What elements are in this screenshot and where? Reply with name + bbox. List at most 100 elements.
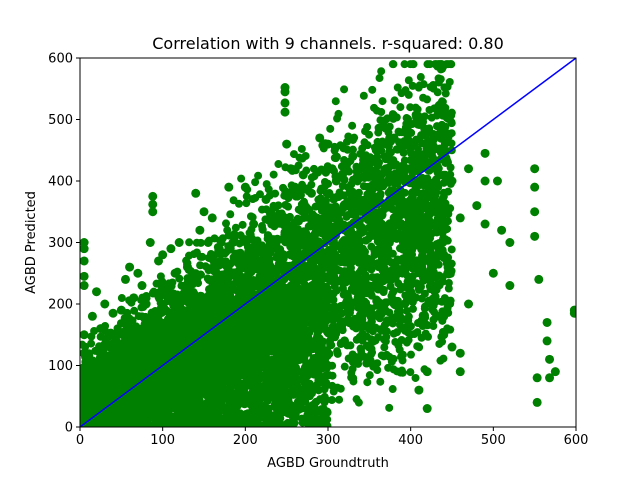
cloud-point: [247, 262, 256, 271]
cloud-point: [275, 235, 284, 244]
cloud-point: [433, 88, 442, 97]
cloud-point: [238, 220, 247, 229]
cloud-point: [332, 286, 341, 295]
cloud-point: [274, 160, 283, 169]
cloud-point: [446, 163, 455, 172]
cloud-point: [206, 250, 215, 259]
cloud-point: [80, 340, 87, 349]
cloud-point: [328, 371, 337, 380]
cloud-point: [310, 172, 319, 181]
cloud-point: [402, 306, 411, 315]
cloud-point: [262, 256, 271, 265]
cloud-point: [186, 286, 195, 295]
cloud-point: [137, 312, 146, 321]
cloud-point: [237, 259, 246, 268]
cloud-point: [358, 311, 367, 320]
cloud-point: [377, 67, 386, 76]
cloud-point: [370, 103, 379, 112]
cloud-point: [414, 318, 423, 327]
cloud-point: [389, 161, 398, 170]
cloud-point: [414, 218, 423, 227]
cloud-point: [387, 292, 396, 301]
cloud-point: [441, 89, 450, 98]
cloud-point: [363, 378, 372, 387]
cloud-point: [128, 316, 137, 325]
cloud-point: [438, 297, 447, 306]
cloud-point: [424, 332, 433, 341]
cloud-point: [426, 82, 435, 91]
cloud-point: [421, 319, 430, 328]
cloud-point: [321, 182, 330, 191]
cloud-point: [179, 282, 188, 291]
cloud-point: [435, 208, 444, 217]
cloud-point: [285, 212, 294, 221]
cloud-point: [406, 368, 415, 377]
cloud-point: [392, 313, 401, 322]
cloud-point: [251, 178, 260, 187]
cloud-point: [439, 354, 448, 363]
cloud-point: [380, 264, 389, 273]
cloud-point: [425, 105, 434, 114]
cloud-point: [364, 303, 373, 312]
cloud-point: [186, 275, 195, 284]
cloud-point: [342, 212, 351, 221]
cloud-point: [299, 214, 308, 223]
cloud-point: [408, 81, 417, 90]
cloud-point: [393, 145, 402, 154]
cloud-point: [326, 124, 335, 133]
cloud-point: [336, 384, 345, 393]
cloud-point: [299, 199, 308, 208]
chart-title: Correlation with 9 channels. r-squared: …: [152, 34, 504, 53]
cloud-point: [289, 150, 298, 159]
cloud-point: [290, 218, 299, 227]
cloud-point: [299, 277, 308, 286]
cloud-point: [423, 211, 432, 220]
cloud-point: [351, 250, 360, 259]
cloud-point: [96, 332, 105, 341]
cloud-point: [428, 294, 437, 303]
cloud-point: [258, 224, 267, 233]
cloud-point: [404, 76, 413, 85]
cloud-point: [247, 234, 256, 243]
cloud-point: [269, 170, 278, 179]
cloud-point: [359, 91, 368, 100]
cloud-point: [400, 60, 409, 69]
cloud-point: [335, 216, 344, 225]
cloud-point: [380, 324, 389, 333]
cloud-point: [338, 169, 347, 178]
cloud-point: [368, 85, 377, 94]
cloud-point: [416, 73, 425, 82]
cloud-point: [420, 289, 429, 298]
cloud-point: [396, 103, 405, 112]
cloud-point: [327, 396, 336, 405]
cloud-point: [366, 356, 375, 365]
cloud-point: [338, 284, 347, 293]
cloud-point: [307, 216, 316, 225]
cloud-point: [381, 115, 390, 124]
cloud-point: [293, 224, 302, 233]
cloud-point: [386, 258, 395, 267]
cloud-point: [387, 249, 396, 258]
cloud-point: [438, 277, 447, 286]
cloud-point: [341, 250, 350, 259]
cloud-point: [329, 387, 338, 396]
cloud-point: [242, 199, 251, 208]
cloud-point: [443, 304, 452, 313]
cloud-point: [130, 306, 139, 315]
cloud-point: [198, 252, 207, 261]
cloud-point: [297, 144, 306, 153]
cloud-point: [314, 195, 323, 204]
cloud-point: [352, 335, 361, 344]
cloud-point: [348, 121, 357, 130]
cloud-point: [415, 120, 424, 129]
cloud-point: [326, 336, 335, 345]
cloud-point: [320, 274, 329, 283]
cloud-point: [440, 200, 449, 209]
cloud-point: [340, 362, 349, 371]
cloud-point: [258, 205, 267, 214]
cloud-point: [229, 257, 238, 266]
cloud-point: [417, 333, 426, 342]
cloud-point: [397, 205, 406, 214]
cloud-point: [329, 276, 338, 285]
cloud-point: [218, 234, 227, 243]
